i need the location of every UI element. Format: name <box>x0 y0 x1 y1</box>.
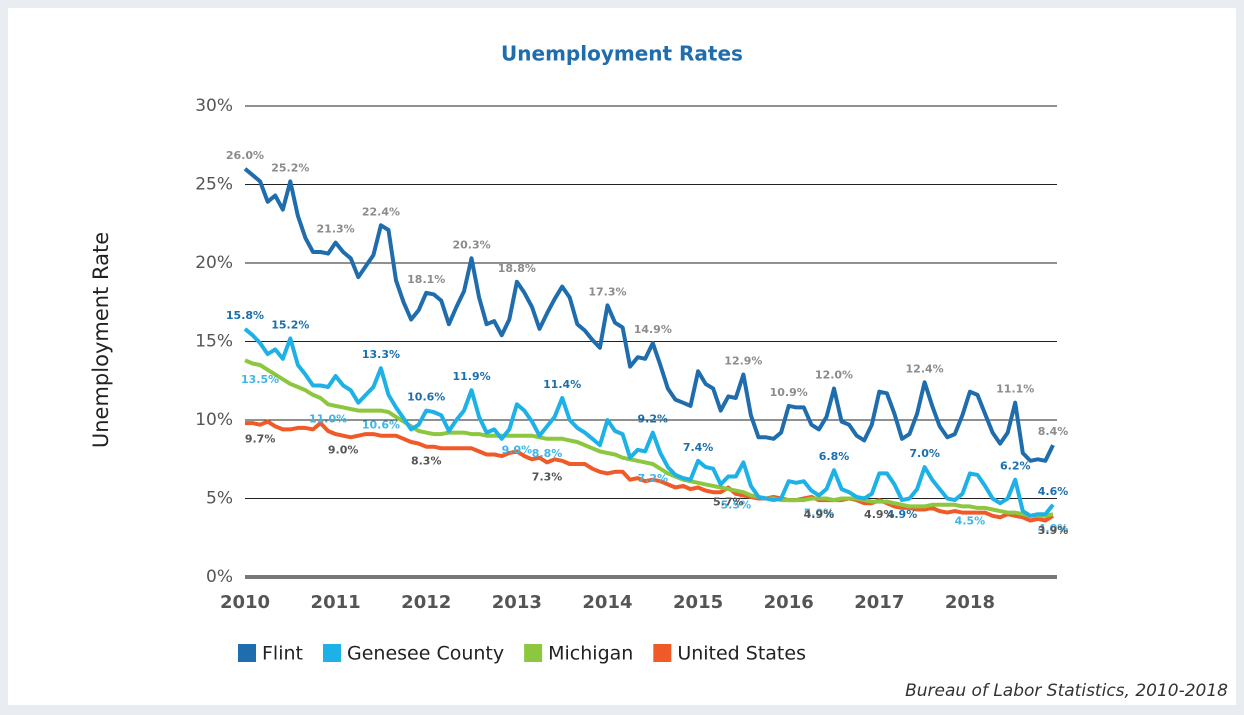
data-label: 7.3% <box>532 470 563 483</box>
data-label: 14.9% <box>634 323 672 336</box>
data-label: 22.4% <box>362 205 400 218</box>
data-label: 11.0% <box>309 412 347 425</box>
data-label: 15.8% <box>226 309 264 322</box>
y-tick-label: 10% <box>195 410 233 430</box>
x-tick-label: 2017 <box>854 592 904 613</box>
data-label: 5.0% <box>804 507 835 520</box>
data-label: 13.5% <box>241 373 279 386</box>
data-label: 6.8% <box>819 450 850 463</box>
data-label: 12.0% <box>815 369 853 382</box>
data-label: 4.6% <box>1038 485 1069 498</box>
y-tick-label: 25% <box>195 175 233 195</box>
legend-label: United States <box>677 643 806 665</box>
source: Bureau of Labor Statistics, 2010-2018 <box>905 681 1228 701</box>
data-label: 10.6% <box>362 419 400 432</box>
data-label: 25.2% <box>271 161 309 174</box>
data-label: 4.9% <box>887 508 918 521</box>
data-label: 11.1% <box>996 383 1034 396</box>
data-label: 5.5% <box>721 499 752 512</box>
data-label: 10.9% <box>770 386 808 399</box>
legend-label: Michigan <box>548 643 633 665</box>
data-label: 26.0% <box>226 149 264 162</box>
data-label: 5.7% <box>713 496 744 509</box>
x-tick-label: 2013 <box>492 592 542 613</box>
data-label: 12.4% <box>906 362 944 375</box>
data-label: 4.0% <box>1038 522 1069 535</box>
data-label: 4.5% <box>955 514 986 527</box>
x-tick-label: 2011 <box>311 592 361 613</box>
data-label: 8.3% <box>411 455 442 468</box>
data-label: 18.8% <box>498 262 536 275</box>
data-label: 17.3% <box>588 285 626 298</box>
data-label: 12.9% <box>724 354 762 367</box>
panel <box>8 8 1236 705</box>
data-label: 8.8% <box>532 447 563 460</box>
y-tick-label: 15% <box>195 332 233 352</box>
data-label: 4.9% <box>804 508 835 521</box>
y-tick-label: 5% <box>206 489 233 509</box>
legend-label: Flint <box>262 643 303 665</box>
x-tick-label: 2015 <box>673 592 723 613</box>
data-label: 21.3% <box>317 223 355 236</box>
legend-label: Genesee County <box>347 643 504 665</box>
data-label: 7.2% <box>638 472 669 485</box>
x-tick-label: 2012 <box>401 592 451 613</box>
data-label: 7.4% <box>683 441 714 454</box>
x-tick-label: 2014 <box>582 592 632 613</box>
legend-swatch <box>322 644 341 662</box>
data-label: 10.6% <box>407 391 445 404</box>
y-axis-label: Unemployment Rate <box>89 232 113 448</box>
legend-swatch <box>524 644 543 662</box>
data-label: 9.0% <box>328 444 359 457</box>
data-label: 11.4% <box>543 378 581 391</box>
data-label: 9.0% <box>502 444 533 457</box>
data-label: 18.1% <box>407 273 445 286</box>
data-label: 7.0% <box>909 447 940 460</box>
chart-title: Unemployment Rates <box>501 42 743 66</box>
data-label: 9.7% <box>245 433 276 446</box>
y-tick-label: 30% <box>195 96 233 116</box>
y-tick-label: 20% <box>195 253 233 273</box>
data-label: 3.9% <box>1038 524 1069 537</box>
data-label: 8.4% <box>1038 425 1069 438</box>
x-tick-label: 2010 <box>220 592 270 613</box>
data-label: 11.9% <box>452 370 490 383</box>
series-line <box>245 419 1055 523</box>
data-label: 13.3% <box>362 348 400 361</box>
x-tick-label: 2018 <box>945 592 995 613</box>
series-line <box>244 358 1054 518</box>
y-tick-label: 0% <box>206 567 233 587</box>
x-tick-label: 2016 <box>764 592 814 613</box>
data-label: 4.9% <box>864 508 895 521</box>
series-line <box>243 327 1055 518</box>
series-line <box>243 167 1055 463</box>
data-label: 9.2% <box>638 413 669 426</box>
legend-swatch <box>238 644 256 662</box>
data-label: 20.3% <box>452 238 490 251</box>
data-label: 6.2% <box>1000 460 1031 473</box>
data-label: 15.2% <box>271 318 309 331</box>
legend-swatch <box>653 644 672 662</box>
